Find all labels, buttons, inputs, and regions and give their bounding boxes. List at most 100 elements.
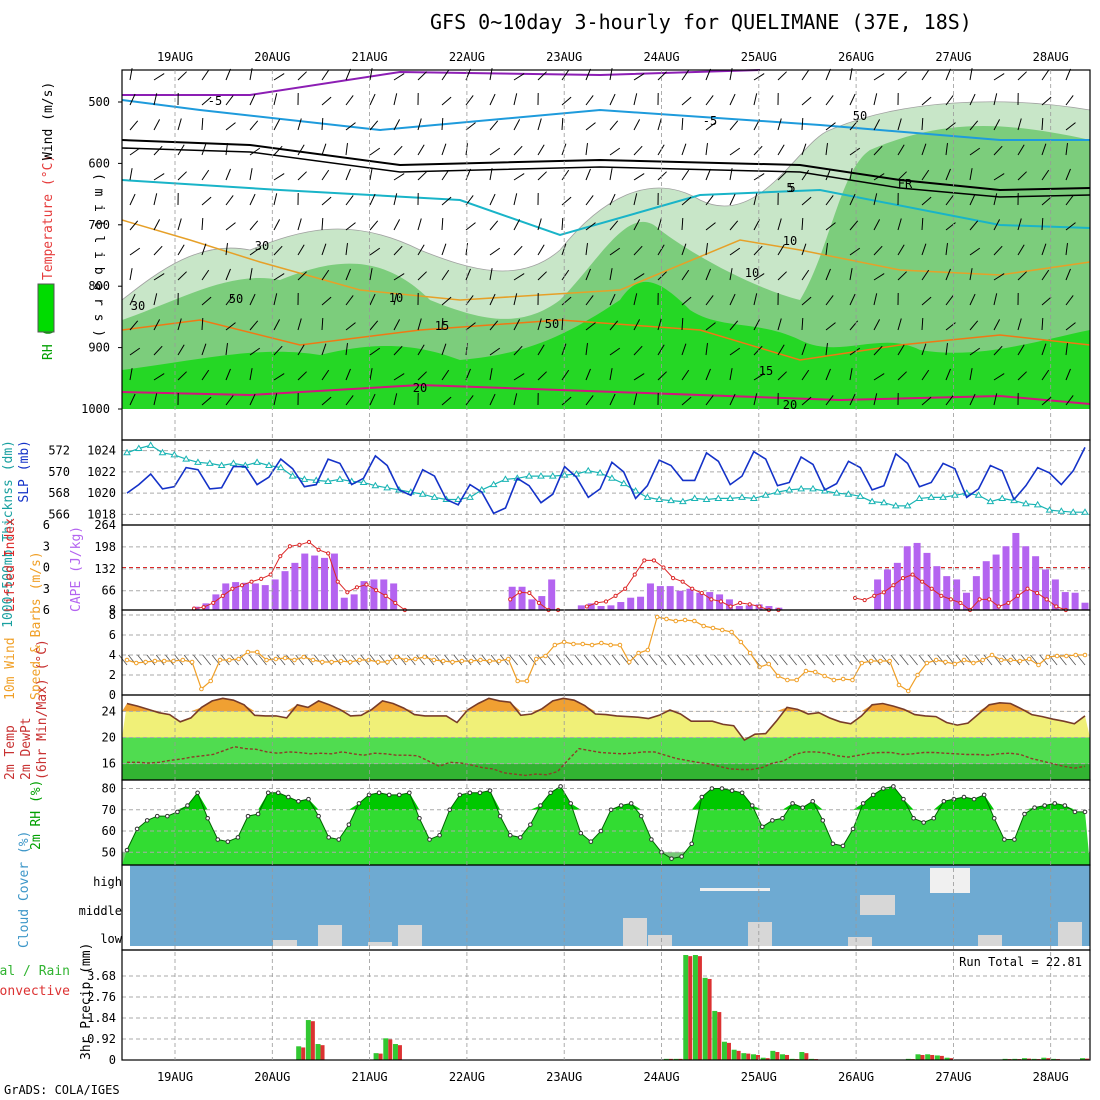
- surface-wind-barb: [397, 654, 407, 666]
- surface-wind-barb: [388, 654, 398, 666]
- li-point: [1006, 600, 1011, 606]
- wind-barb: [825, 322, 836, 331]
- wind-barb: [489, 247, 501, 256]
- cape-bar: [597, 606, 605, 610]
- wind-barb: [369, 293, 376, 306]
- wind-barb: [369, 120, 379, 131]
- thickness-point: [856, 492, 865, 499]
- wind-barb: [969, 393, 976, 406]
- wind-barb: [873, 145, 883, 156]
- wind-barb: [969, 247, 981, 256]
- isotherm-line: [122, 69, 761, 96]
- cape-tick-label: 8: [109, 603, 116, 617]
- wind-barb: [969, 293, 976, 306]
- wind-barb: [489, 347, 501, 356]
- cape-bar: [548, 579, 556, 610]
- wind-speed-point: [338, 658, 344, 664]
- wind-barb: [393, 119, 401, 131]
- surface-wind-barb: [611, 654, 621, 666]
- cape-bar: [656, 586, 664, 610]
- wind-barb: [897, 218, 902, 231]
- cloud-axis-label: Cloud Cover (%): [17, 831, 32, 948]
- rh2m-point: [901, 796, 906, 802]
- x-date-label-top: 24AUG: [643, 50, 679, 64]
- surface-wind-barb: [155, 654, 165, 666]
- wind-barb: [153, 293, 158, 306]
- li-point: [757, 604, 762, 609]
- wind-barb: [1041, 96, 1052, 106]
- wind-barb: [345, 95, 354, 106]
- rh2m-point: [780, 815, 785, 821]
- thickness-point: [761, 491, 770, 498]
- wind-barb: [585, 368, 591, 381]
- surface-wind-barb: [779, 654, 788, 666]
- wind-barb: [585, 168, 591, 181]
- temp-fill-yellow: [122, 698, 1090, 741]
- wind-barb: [585, 395, 594, 406]
- wind-barb: [945, 168, 951, 181]
- wind-barb: [561, 217, 564, 231]
- rh2m-point: [528, 822, 533, 827]
- cloud-low-block: [623, 918, 647, 946]
- cape-bar: [923, 552, 931, 610]
- cape-bar: [261, 585, 269, 610]
- wind-speed-point: [134, 660, 139, 666]
- thickness-point: [336, 475, 344, 482]
- surface-wind-barb: [602, 654, 611, 666]
- isotherm-label: 20: [783, 398, 797, 412]
- wind-barb: [393, 245, 403, 256]
- wind-barb: [225, 168, 231, 181]
- wind-barb: [489, 168, 493, 181]
- li-point: [201, 605, 206, 610]
- thickness-point: [229, 459, 238, 466]
- thickness-point: [560, 471, 569, 478]
- rh2m-point: [961, 794, 967, 800]
- wind-barb: [969, 220, 979, 231]
- precip-total-bar: [1021, 1058, 1027, 1060]
- wind-barb: [873, 119, 881, 131]
- wind-barb: [249, 93, 256, 106]
- rh2m-point: [1002, 837, 1007, 842]
- li-point: [939, 593, 944, 598]
- cape-bar: [242, 582, 250, 610]
- wind-barb: [129, 293, 136, 306]
- wind-barb: [273, 273, 285, 281]
- cape-bar: [1002, 546, 1010, 610]
- wind-speed-point: [757, 664, 762, 670]
- precip-tick-label: 1.84: [87, 1011, 116, 1025]
- rh2m-point: [719, 786, 725, 791]
- wind-barb: [921, 296, 932, 306]
- thickness-point: [844, 490, 853, 497]
- wind-barb: [201, 396, 212, 406]
- wind-barb: [753, 393, 758, 406]
- wind-speed-point: [543, 653, 548, 659]
- surface-wind-barb: [118, 654, 128, 666]
- precip-legend-conv: Convective: [0, 984, 70, 999]
- cape-bar: [212, 594, 220, 610]
- cape-bar: [577, 605, 585, 610]
- precip-tick-label: 2.76: [87, 990, 116, 1004]
- wind-barb: [513, 93, 518, 106]
- wind-barb: [393, 145, 403, 156]
- wind-barb: [201, 343, 207, 356]
- wind-barb: [1041, 396, 1052, 406]
- wind-barb: [921, 343, 927, 356]
- wind-barb: [873, 93, 878, 106]
- wind-barb: [273, 319, 281, 331]
- thickness-axis-label: 1000~500mb Thicknss (dm): [1, 440, 16, 628]
- thickness-point: [631, 487, 640, 494]
- wind-barb: [417, 244, 425, 256]
- wind-barb: [417, 218, 422, 231]
- isotherm-line: [121, 383, 1091, 405]
- cloud-low-block: [748, 922, 772, 946]
- thickness-point: [548, 472, 557, 479]
- wind-speed-point: [626, 659, 632, 665]
- wind-barb: [1065, 343, 1068, 356]
- wind-barb: [945, 368, 951, 381]
- wind-barb: [489, 268, 493, 281]
- pressure-tick-label: 900: [88, 341, 110, 355]
- wind-barb: [1065, 268, 1071, 281]
- wind-barb: [609, 193, 616, 206]
- precip-conv-bar: [707, 978, 712, 1060]
- wind-barb: [705, 168, 711, 181]
